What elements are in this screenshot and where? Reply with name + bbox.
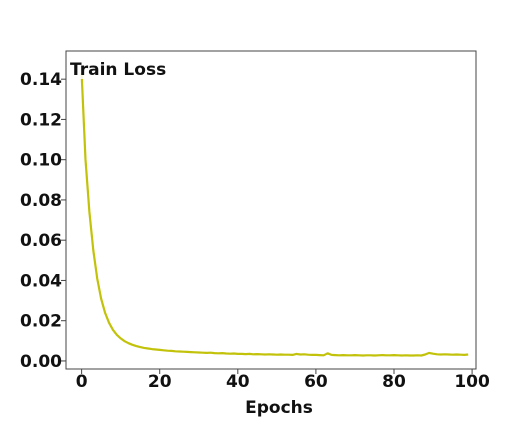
y-tick-label: 0.10 [20, 151, 62, 171]
x-tick-label: 60 [304, 372, 328, 392]
y-tick-label: 0.08 [20, 191, 62, 211]
y-tick-label: 0.06 [20, 231, 62, 251]
x-tick-label: 80 [382, 372, 406, 392]
x-tick-label: 0 [76, 372, 88, 392]
x-tick-label: 20 [148, 372, 172, 392]
y-tick-label: 0.12 [20, 110, 62, 130]
legend-box [67, 52, 163, 79]
y-tick-label: 0.14 [20, 70, 62, 90]
y-axis: 0.00 0.02 0.04 0.06 0.08 0.10 0.12 0.14 [20, 70, 66, 372]
x-axis-title: Epochs [245, 398, 313, 418]
x-axis: 0 20 40 60 80 100 [76, 369, 490, 392]
x-tick-label: 100 [454, 372, 490, 392]
y-tick-label: 0.02 [20, 312, 62, 332]
x-tick-label: 40 [226, 372, 250, 392]
plot-area-frame [65, 50, 477, 370]
legend: Train Loss [67, 52, 166, 80]
y-tick-label: 0.04 [20, 271, 62, 291]
legend-label-train-loss: Train Loss [70, 60, 166, 80]
y-tick-label: 0.00 [20, 352, 62, 372]
train-loss-line [80, 73, 469, 357]
